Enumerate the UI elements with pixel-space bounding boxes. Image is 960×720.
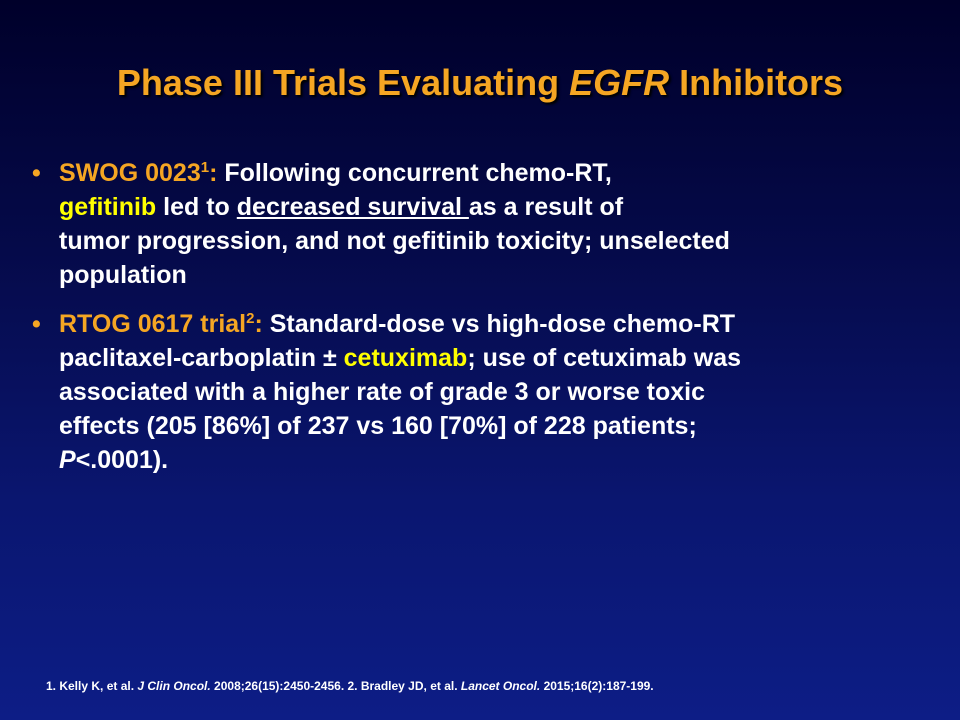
bullet-text: Following concurrent chemo-RT, — [217, 159, 612, 187]
trial-name: SWOG 0023 — [59, 159, 201, 187]
bullet-text: population — [59, 261, 187, 289]
trial-colon: : — [209, 159, 218, 187]
drug-name: gefitinib — [59, 193, 157, 221]
reference-text: 2015;16(2):187-199. — [540, 679, 654, 693]
bullet-text: effects (205 [86%] of 237 vs 160 [70%] o… — [59, 412, 697, 440]
reference-marker: 1 — [200, 159, 210, 176]
journal-name: J Clin Oncol. — [137, 679, 211, 693]
reference-text: 1. Kelly K, et al. — [46, 679, 138, 693]
title-emphasis: EGFR — [569, 62, 670, 103]
p-value: <.0001). — [75, 446, 169, 474]
bullet-text: associated with a higher rate of grade 3… — [59, 378, 706, 406]
references: 1. Kelly K, et al. J Clin Oncol. 2008;26… — [46, 679, 946, 693]
reference-text: 2008;26(15):2450-2456. 2. Bradley JD, et… — [210, 679, 461, 693]
reference-marker: 2 — [246, 310, 255, 327]
title-part-2: Inhibitors — [669, 62, 844, 103]
p-value-symbol: P — [59, 446, 76, 474]
bullet-rtog: • RTOG 0617 trial2: Standard-dose vs hig… — [32, 307, 932, 477]
bullet-swog: • SWOG 00231: Following concurrent chemo… — [32, 156, 932, 292]
bullet-dot: • — [32, 159, 41, 187]
bullet-text: as a result of — [468, 193, 624, 221]
bullet-text: led to — [156, 193, 237, 221]
bullet-text: paclitaxel-carboplatin ± — [59, 344, 344, 372]
bullet-text: tumor progression, and not gefitinib tox… — [59, 227, 730, 255]
underlined-text: decreased survival — [236, 193, 469, 221]
bullet-text: Standard-dose vs high-dose chemo-RT — [262, 310, 736, 338]
bullet-dot: • — [32, 310, 41, 338]
slide-title: Phase III Trials Evaluating EGFR Inhibit… — [0, 62, 960, 104]
trial-colon: : — [254, 310, 263, 338]
bullet-text: ; use of cetuximab was — [467, 344, 742, 372]
bullet-list: • SWOG 00231: Following concurrent chemo… — [32, 156, 932, 477]
title-part-1: Phase III Trials Evaluating — [116, 62, 570, 103]
drug-name: cetuximab — [343, 344, 468, 372]
journal-name: Lancet Oncol. — [460, 679, 541, 693]
trial-name: RTOG 0617 trial — [59, 310, 247, 338]
